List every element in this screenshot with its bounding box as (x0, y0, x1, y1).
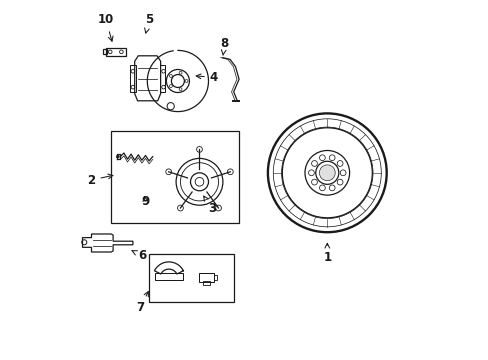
Bar (159, 65, 164, 92)
Circle shape (328, 155, 334, 161)
Circle shape (308, 170, 314, 176)
Circle shape (311, 161, 317, 166)
Circle shape (311, 179, 317, 185)
Circle shape (328, 185, 334, 191)
Text: 8: 8 (220, 37, 228, 55)
Bar (155, 273, 182, 280)
Circle shape (337, 179, 342, 185)
Text: 10: 10 (98, 13, 114, 41)
Text: 1: 1 (323, 243, 331, 264)
Bar (103, 49, 107, 54)
Text: 2: 2 (87, 174, 113, 186)
Circle shape (319, 155, 325, 161)
Text: 3: 3 (203, 196, 216, 215)
Bar (111, 131, 239, 223)
Bar (199, 273, 213, 282)
Text: 5: 5 (144, 13, 153, 33)
Circle shape (116, 155, 119, 158)
Text: 4: 4 (196, 71, 218, 84)
Circle shape (340, 170, 346, 176)
Circle shape (319, 165, 335, 181)
Text: 6: 6 (132, 249, 146, 262)
Circle shape (319, 185, 325, 191)
Bar (149, 254, 233, 302)
Circle shape (337, 161, 342, 166)
Bar (130, 65, 136, 92)
Bar (203, 281, 210, 285)
Bar (106, 48, 125, 56)
Text: 7: 7 (136, 292, 148, 314)
Text: 9: 9 (141, 195, 149, 208)
Bar (213, 275, 217, 280)
